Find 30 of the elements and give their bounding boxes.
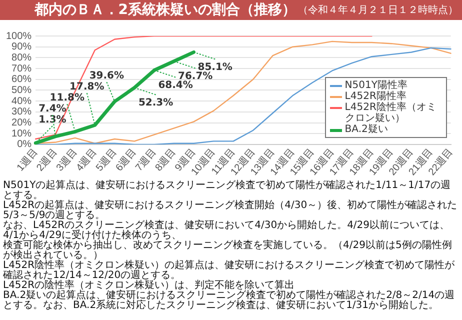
y-tick-label: 40%: [12, 96, 32, 107]
y-tick-label: 20%: [12, 118, 32, 129]
text: N501Yの起算点は、健安研におけるスクリーニング検査で初めて陽性が確認された1/11～1/17の週とする。: [3, 180, 451, 201]
y-tick-label: 50%: [12, 84, 32, 96]
text: L452Rの陰性率（オミクロン株疑い）は、判定不能を除いて算出: [3, 280, 295, 291]
y-tick-label: 70%: [12, 63, 32, 74]
chart-title: 都内のＢＡ．2系統株疑いの割合（推移）: [34, 1, 296, 19]
chart-subtitle: （令和４年４月２１日１２時時点）: [298, 4, 458, 17]
data-label: 39.6%: [89, 70, 124, 82]
y-tick-label: 90%: [12, 42, 32, 53]
text: 検査可能な検体から抽出し、改めてスクリーニング検査を実施している。（4/29以前は5例の陽性例が検出されている。）: [3, 240, 452, 261]
legend-label: L452R陽性率: [344, 91, 406, 102]
data-label: 85.1%: [198, 62, 232, 73]
data-label: 52.3%: [138, 97, 174, 108]
y-tick-label: 30%: [12, 106, 32, 118]
text: L452R陰性率（オミクロン株疑い）の起算点は、健安研におけるスクリーニング検査で初めて陽性が確認された12/14～12/20の週とする。: [3, 260, 456, 281]
y-tick-label: 60%: [12, 74, 32, 86]
y-tick-label: 100%: [6, 30, 32, 42]
data-label: 68.4%: [158, 80, 193, 91]
legend-label: BA.2疑い: [344, 124, 388, 136]
data-label: 7.4%: [38, 104, 66, 115]
legend-label: L452R陰性率（オミクロン疑い）: [344, 102, 438, 124]
y-tick-label: 80%: [12, 52, 32, 64]
text: なお、L452Rのスクリーニング検査は、健安研において4/30から開始した。4/29以前については、4/1から4/29に受け付けた検体のうち、: [3, 220, 450, 241]
legend-label: N501Y陽性率: [344, 80, 408, 92]
data-label: 76.7%: [178, 70, 213, 82]
text: BA.2疑いの起算点は、健安研におけるスクリーニング検査で初めて陽性が確認された2/8～2/14の週とする。なお、BA.2系統に対応したスクリーニング検査は、健安研において1/31から開始した。: [3, 290, 456, 311]
y-tick-label: 10%: [12, 128, 32, 140]
y-tick-label: 0%: [17, 139, 32, 150]
text: L452Rの起算点は、健安研におけるスクリーニング検査開始（4/30～）後、初めて陽性が確認された5/3～5/9の週とする。: [3, 200, 458, 221]
